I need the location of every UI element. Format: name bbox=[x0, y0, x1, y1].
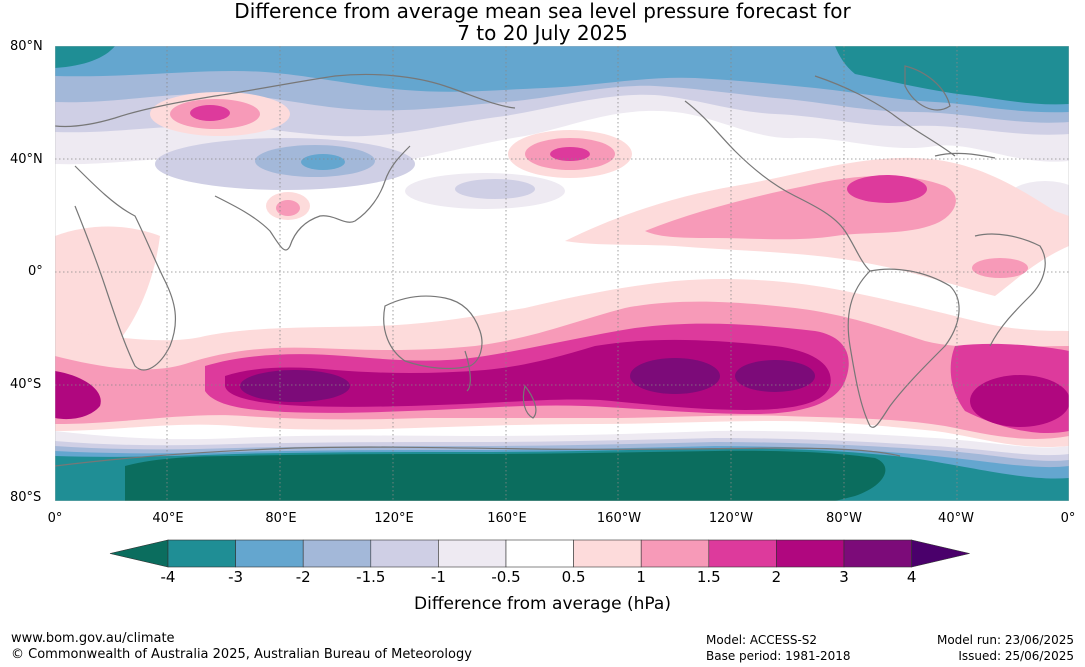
footer-url: www.bom.gov.au/climate bbox=[11, 631, 175, 646]
anomaly-india-pos-2 bbox=[276, 200, 300, 216]
graticule bbox=[55, 46, 1069, 501]
lat-label-40n: 40°N bbox=[10, 152, 43, 167]
colorbar-cells bbox=[109, 539, 970, 568]
colorbar-tick-label: 1.5 bbox=[696, 568, 721, 586]
colorbar-label: Difference from average (hPa) bbox=[414, 594, 671, 614]
anomaly-pacific-neg-2 bbox=[455, 179, 535, 199]
anomaly-asia-neg-3 bbox=[301, 154, 345, 170]
lat-label-40s: 40°S bbox=[10, 377, 42, 392]
lon-label-40w: 40°W bbox=[938, 511, 974, 526]
colorbar-tick-label: -0.5 bbox=[491, 568, 521, 586]
map-title-line1: Difference from average mean sea level p… bbox=[234, 0, 851, 23]
anomaly-samerica-pos-1 bbox=[972, 258, 1028, 278]
colorbar-cell bbox=[505, 539, 574, 568]
anomaly-westedge-pos-2 bbox=[55, 371, 101, 420]
anomaly-south-neg-4 bbox=[125, 450, 886, 501]
colorbar-tick-label: 3 bbox=[839, 568, 849, 586]
colorbar-cell bbox=[573, 539, 642, 568]
colorbar-tick-label: 1 bbox=[636, 568, 646, 586]
colorbar-extend-low bbox=[109, 539, 169, 568]
lon-label-120w: 120°W bbox=[708, 511, 754, 526]
map-title-line2: 7 to 20 July 2025 bbox=[457, 21, 628, 45]
pressure-anomaly-map bbox=[55, 46, 1069, 501]
colorbar-cell bbox=[640, 539, 710, 568]
anomaly-indian-pos-1 bbox=[55, 226, 160, 352]
colorbar-cell bbox=[708, 539, 777, 568]
lon-label-120e: 120°E bbox=[374, 511, 414, 526]
colorbar-cell bbox=[167, 539, 236, 568]
coastlines bbox=[55, 65, 1046, 467]
lon-label-80w: 80°W bbox=[826, 511, 862, 526]
lon-label-40e: 40°E bbox=[152, 511, 184, 526]
footer-model: Model: ACCESS-S2 bbox=[706, 633, 818, 647]
anomaly-npacific-pos-3 bbox=[550, 147, 590, 161]
colorbar-cell bbox=[776, 539, 845, 568]
colorbar-tick-label: -2 bbox=[295, 568, 311, 586]
footer-issued: Issued: 25/06/2025 bbox=[958, 649, 1074, 663]
colorbar-tick-label: -4 bbox=[160, 568, 176, 586]
lat-label-equator: 0° bbox=[28, 264, 43, 279]
colorbar-tick-label: 4 bbox=[906, 568, 917, 586]
colorbar-cell bbox=[302, 539, 372, 568]
anomaly-siberia-pos-3 bbox=[190, 105, 230, 121]
lon-label-0-east: 0° bbox=[1060, 511, 1076, 526]
colorbar-cell bbox=[235, 539, 304, 568]
lat-label-80s: 80°S bbox=[10, 490, 42, 505]
colorbar-cell bbox=[370, 539, 439, 568]
anomaly-south-pos-3c bbox=[735, 360, 815, 392]
colorbar-cell bbox=[843, 539, 912, 568]
anomaly-south-pos-3b bbox=[630, 358, 720, 394]
lon-label-160w: 160°W bbox=[596, 511, 642, 526]
colorbar-cell bbox=[438, 539, 507, 568]
colorbar-tick-label: 2 bbox=[771, 568, 782, 586]
anomaly-north-neg-4 bbox=[835, 46, 1069, 105]
anomaly-north-neg-3 bbox=[55, 46, 1069, 113]
footer-copyright: © Commonwealth of Australia 2025, Austra… bbox=[11, 647, 472, 662]
colorbar-tick-label: -3 bbox=[228, 568, 244, 586]
footer-base-period: Base period: 1981-2018 bbox=[706, 649, 851, 663]
colorbar-extend-high bbox=[911, 539, 970, 568]
lon-label-0: 0° bbox=[47, 511, 63, 526]
lat-label-80n: 80°N bbox=[10, 39, 43, 54]
anomaly-south-pos-3a bbox=[240, 370, 350, 402]
colorbar-tick-label: 0.5 bbox=[561, 568, 586, 586]
anomaly-north-neg-4b bbox=[55, 46, 115, 68]
lon-label-80e: 80°E bbox=[265, 511, 297, 526]
colorbar-tick-label: -1 bbox=[430, 568, 446, 586]
anomaly-satlantic-pos-2 bbox=[970, 375, 1069, 427]
colorbar-tick-label: -1.5 bbox=[356, 568, 386, 586]
lon-label-160e: 160°E bbox=[487, 511, 527, 526]
anomaly-gulf-pos-3 bbox=[847, 175, 927, 203]
footer-model-run: Model run: 23/06/2025 bbox=[936, 633, 1074, 647]
